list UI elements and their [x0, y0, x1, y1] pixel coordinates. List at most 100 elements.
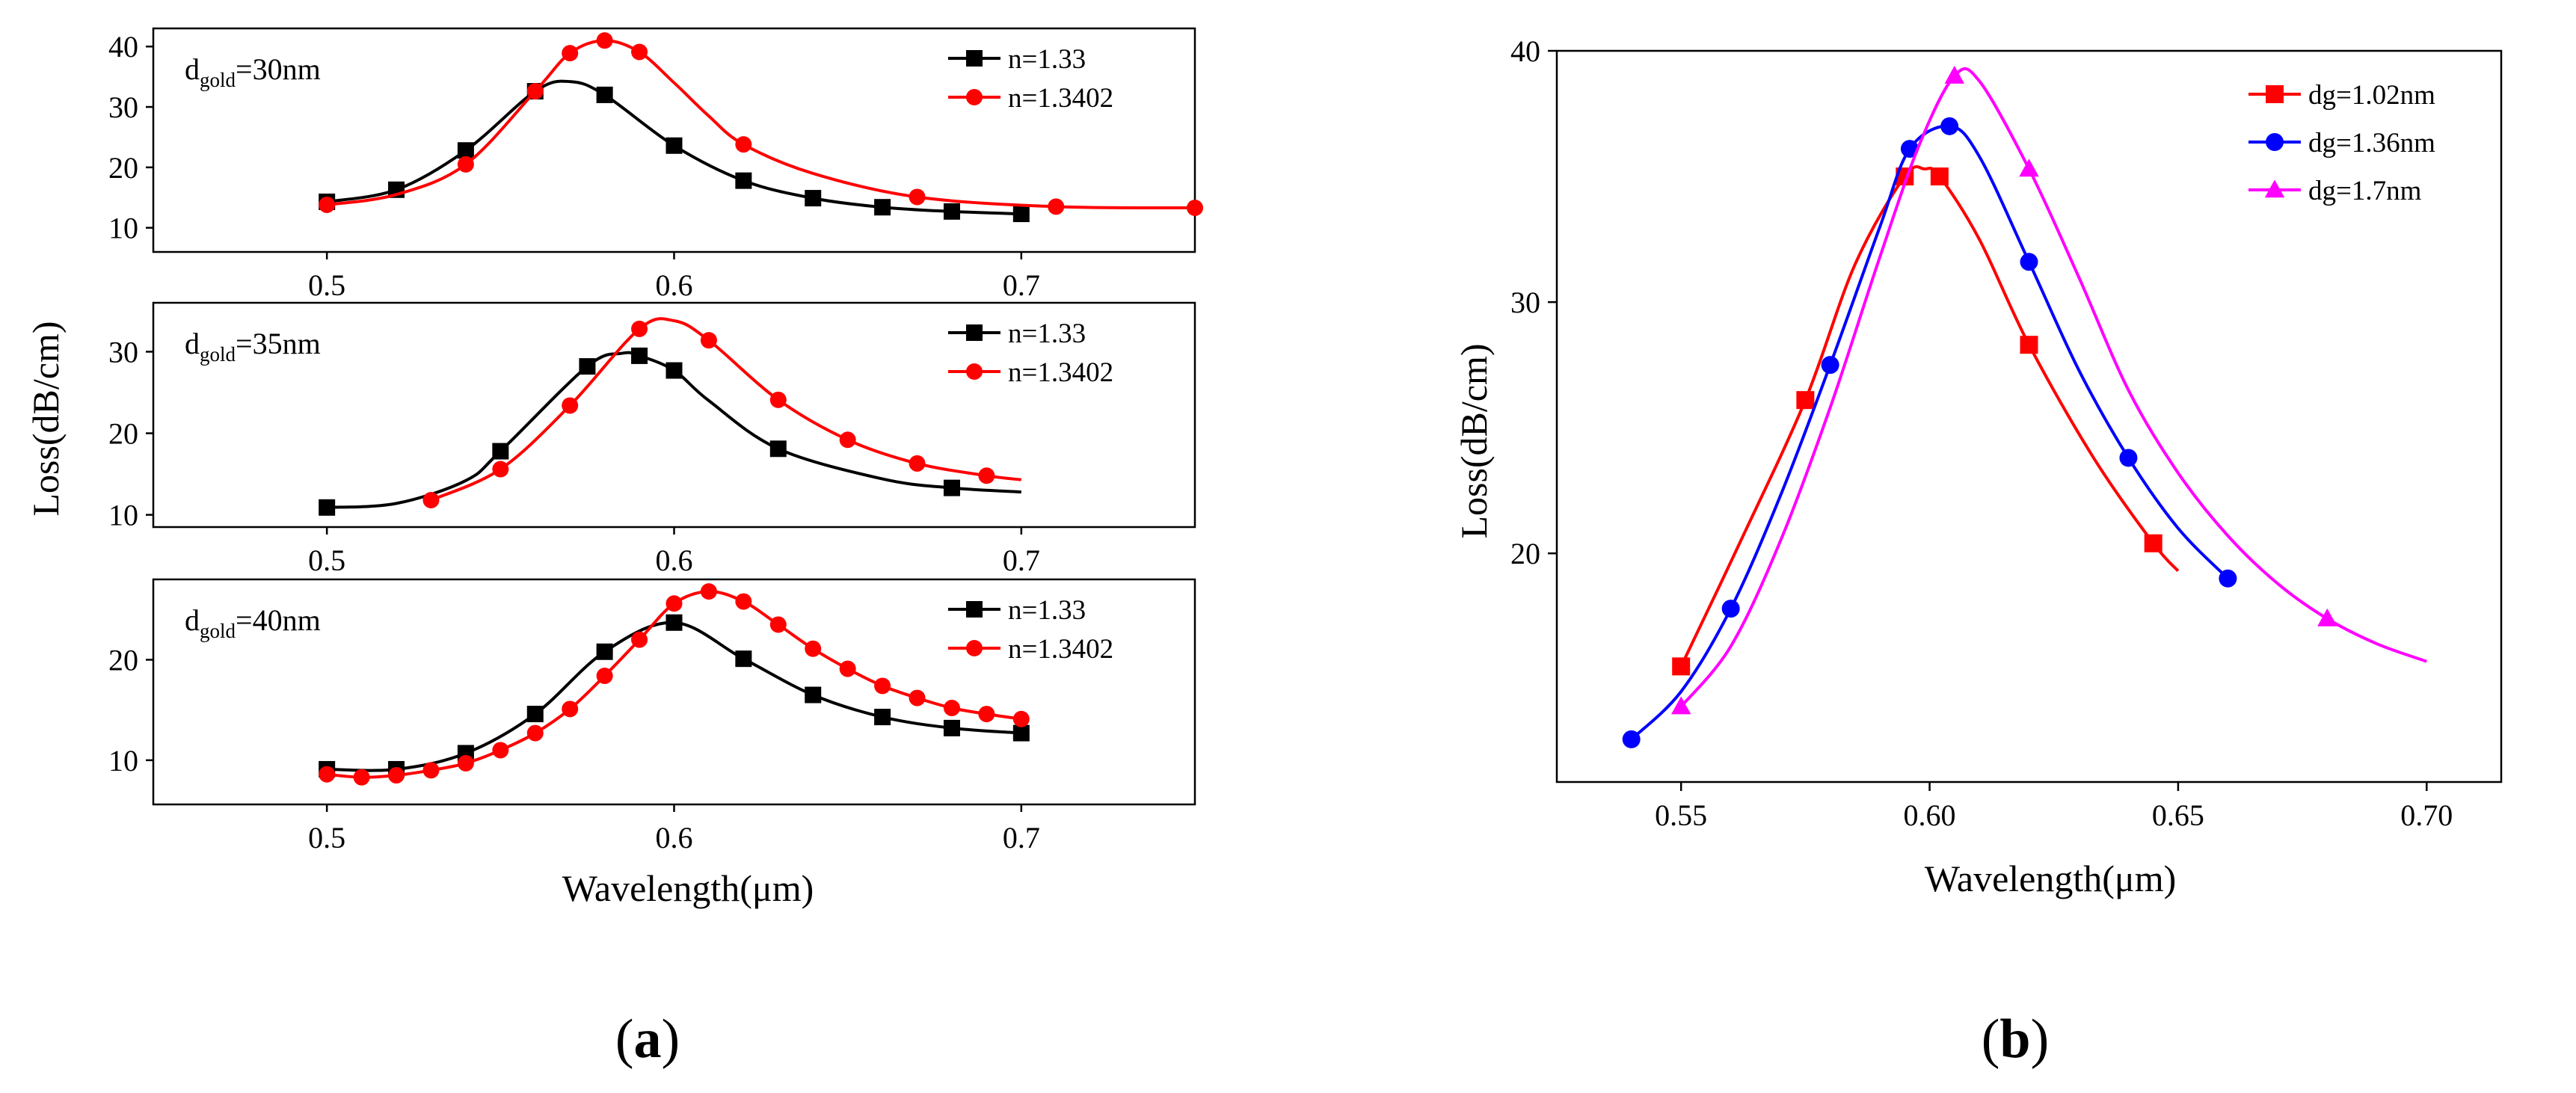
- series-a1-1: n=1.3402: [319, 32, 1203, 217]
- data-point: [1900, 140, 1919, 158]
- x-axis-title-a: Wavelength(μm): [562, 867, 814, 909]
- legend-label: n=1.33: [1008, 318, 1086, 349]
- legend-label: n=1.33: [1008, 44, 1086, 75]
- data-point: [874, 199, 891, 216]
- legend-marker: [966, 363, 983, 380]
- x-tick-label: 0.5: [308, 544, 345, 577]
- legend-marker: [966, 640, 983, 656]
- legend-label: n=1.3402: [1008, 357, 1113, 388]
- data-point: [526, 83, 544, 100]
- data-point: [562, 45, 579, 62]
- x-tick-label: 0.70: [2400, 798, 2453, 832]
- data-point: [457, 156, 474, 173]
- data-point: [1670, 696, 1691, 715]
- series-line: [430, 317, 1022, 502]
- y-axis-title-a: Loss(dB/cm): [25, 321, 67, 516]
- series-b-2: dg=1.7nm: [1670, 65, 2427, 715]
- legend-label: n=1.3402: [1008, 83, 1113, 114]
- data-point: [2020, 336, 2038, 354]
- y-tick-label: 10: [108, 212, 138, 245]
- x-axis-title-b: Wavelength(μm): [1925, 858, 2177, 899]
- annotation-subscript: gold: [200, 343, 236, 366]
- data-point: [492, 742, 509, 759]
- x-tick-label: 0.7: [1003, 268, 1040, 302]
- legend-marker: [966, 50, 983, 67]
- y-axis-title-b: Loss(dB/cm): [1453, 343, 1495, 538]
- data-point: [631, 320, 648, 337]
- data-point: [735, 650, 752, 668]
- data-point: [1940, 117, 1959, 135]
- y-tick-label: 10: [108, 499, 138, 532]
- data-point: [909, 188, 926, 206]
- x-tick-label: 0.6: [656, 544, 693, 577]
- y-tick-label: 20: [108, 417, 138, 451]
- x-tick-label: 0.65: [2152, 798, 2204, 832]
- annotation-subscript: gold: [200, 620, 236, 642]
- panel-label-b: (b): [1982, 1009, 2049, 1070]
- data-point: [631, 631, 648, 648]
- data-point: [562, 701, 579, 718]
- data-point: [805, 640, 822, 657]
- legend-marker: [966, 601, 983, 618]
- data-point: [353, 769, 370, 786]
- data-point: [319, 196, 336, 213]
- series-a2-0: n=1.33: [319, 318, 1086, 516]
- data-point: [1796, 391, 1815, 410]
- data-point: [596, 86, 613, 103]
- legend-label: n=1.33: [1008, 595, 1086, 626]
- data-point: [769, 616, 787, 633]
- legend-label: dg=1.7nm: [2308, 176, 2422, 206]
- annotation-value: =30nm: [236, 52, 321, 86]
- data-point: [2219, 569, 2237, 588]
- data-point: [1012, 724, 1030, 742]
- data-point: [874, 709, 891, 726]
- data-point: [422, 492, 440, 508]
- data-point: [526, 706, 544, 723]
- series-line: [1630, 124, 2229, 741]
- legend-label: n=1.3402: [1008, 634, 1113, 665]
- data-point: [2119, 449, 2138, 467]
- data-point: [596, 643, 613, 660]
- legend-marker: [966, 89, 983, 105]
- data-point: [579, 358, 596, 375]
- data-point: [2144, 534, 2162, 552]
- legend-marker: [2264, 179, 2285, 198]
- data-point: [769, 391, 787, 408]
- data-point: [562, 397, 579, 414]
- data-point: [943, 700, 960, 716]
- y-tick-label: 40: [1510, 34, 1540, 68]
- data-point: [665, 362, 683, 379]
- data-point: [665, 595, 683, 612]
- legend-label: dg=1.02nm: [2308, 80, 2435, 111]
- thickness-annotation: dgold=35nm: [185, 327, 321, 366]
- data-point: [943, 479, 960, 496]
- data-point: [700, 583, 717, 600]
- y-tick-label: 30: [1510, 286, 1540, 319]
- data-point: [1012, 206, 1030, 223]
- data-point: [943, 203, 960, 220]
- data-point: [596, 668, 613, 684]
- data-point: [1622, 730, 1641, 748]
- data-point: [665, 137, 683, 154]
- y-tick-label: 20: [1510, 537, 1540, 570]
- data-point: [665, 614, 683, 631]
- data-point: [492, 443, 509, 460]
- annotation-value: =40nm: [236, 603, 321, 637]
- data-point: [457, 142, 474, 159]
- data-point: [1672, 657, 1691, 676]
- data-point: [978, 706, 995, 723]
- y-tick-label: 20: [108, 151, 138, 185]
- data-point: [1721, 600, 1740, 618]
- series-line: [1679, 67, 2427, 708]
- data-point: [1821, 356, 1839, 375]
- data-point: [769, 440, 787, 458]
- series-line: [1679, 165, 2180, 668]
- annotation-symbol: d: [185, 327, 200, 360]
- data-point: [319, 766, 336, 783]
- data-point: [805, 190, 822, 207]
- legend-marker: [966, 324, 983, 341]
- x-tick-label: 0.60: [1904, 798, 1956, 832]
- chart-b: 0.55 0.60 0.65 0.70 20 30 40 dg=1.02nm dg=1.36nm…: [1510, 34, 2503, 832]
